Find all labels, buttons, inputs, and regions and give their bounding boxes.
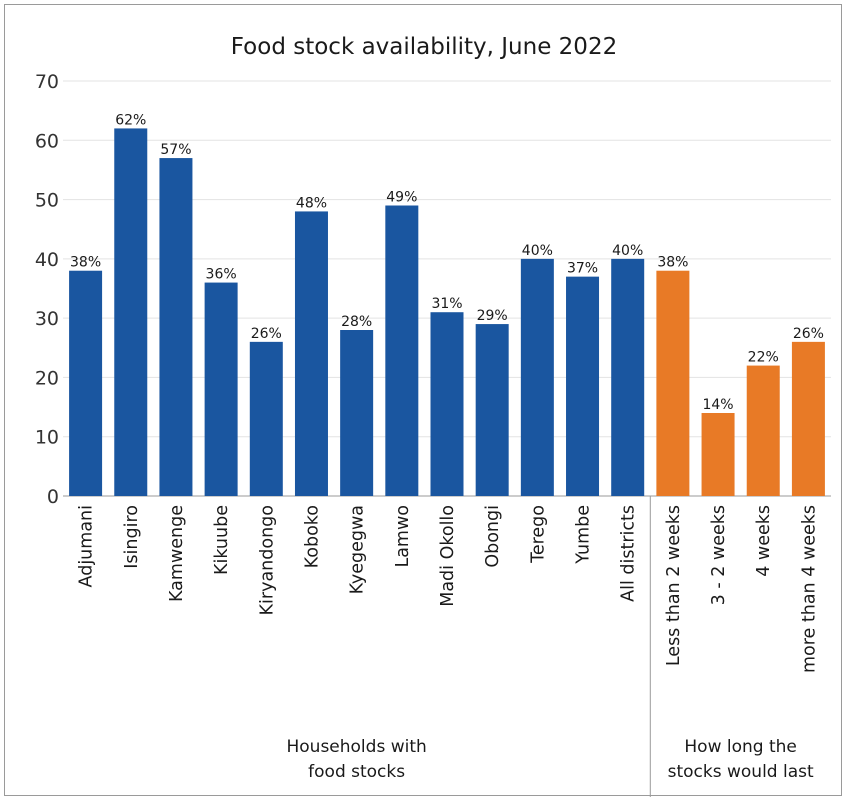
- data-label: 31%: [431, 296, 462, 312]
- y-tick-label: 20: [35, 367, 59, 389]
- bar: [294, 211, 328, 496]
- bar: [475, 324, 509, 496]
- category-label: 3 - 2 weeks: [709, 505, 729, 605]
- data-label: 26%: [251, 326, 282, 342]
- y-tick-label: 40: [35, 249, 59, 271]
- group-label: stocks would last: [668, 762, 814, 782]
- category-label: Koboko: [302, 505, 322, 568]
- y-tick-label: 10: [35, 427, 59, 449]
- category-label: Kamwenge: [167, 505, 187, 602]
- category-label: Lamwo: [393, 505, 413, 568]
- bar: [701, 413, 735, 496]
- category-label: Adjumani: [77, 505, 97, 587]
- data-label: 48%: [296, 195, 327, 211]
- bar: [159, 158, 193, 497]
- y-tick-label: 60: [35, 130, 59, 152]
- bar: [204, 282, 238, 496]
- bar: [249, 341, 283, 496]
- bar: [340, 330, 374, 496]
- group-label: food stocks: [308, 762, 405, 782]
- category-label: Kyegegwa: [348, 505, 368, 594]
- bar: [746, 365, 780, 496]
- category-label: All districts: [619, 505, 639, 602]
- data-label: 29%: [477, 308, 508, 324]
- category-label: Isingiro: [122, 505, 142, 569]
- data-label: 37%: [567, 261, 598, 277]
- data-label: 49%: [386, 190, 417, 206]
- y-tick-label: 50: [35, 190, 59, 212]
- data-labels: 38% 62% 57% 36% 26% 48% 28% 49% 31% 29% 40% 37% 40% 3…: [70, 112, 824, 413]
- data-label: 22%: [748, 350, 779, 366]
- group-labels: Households with food stocks How long the st…: [286, 737, 813, 782]
- chart-frame: Food stock availability, June 2022 0 10 20…: [4, 4, 842, 797]
- bar: [114, 128, 148, 496]
- category-label: Obongi: [483, 505, 503, 568]
- data-label: 38%: [70, 255, 101, 271]
- data-label: 36%: [206, 267, 237, 283]
- group-label: Households with: [286, 737, 426, 757]
- data-label: 38%: [657, 255, 688, 271]
- bar: [656, 270, 690, 496]
- data-label: 40%: [612, 243, 643, 259]
- data-label: 40%: [522, 243, 553, 259]
- bar: [385, 205, 419, 496]
- data-label: 57%: [160, 142, 191, 158]
- bar: [791, 341, 825, 496]
- y-tick-label: 30: [35, 308, 59, 330]
- category-label: Terego: [528, 505, 548, 564]
- category-label: Madi Okollo: [438, 505, 458, 607]
- y-axis-ticks: 0 10 20 30 40 50 60 70: [35, 71, 59, 508]
- category-label: more than 4 weeks: [799, 505, 819, 673]
- category-labels: Adjumani Isingiro Kamwenge Kikuube Kiryandon…: [77, 505, 820, 673]
- group-label: How long the: [684, 737, 796, 757]
- chart-title: Food stock availability, June 2022: [231, 34, 617, 60]
- y-tick-label: 70: [35, 71, 59, 93]
- bar-chart: Food stock availability, June 2022 0 10 20…: [35, 34, 831, 797]
- data-label: 28%: [341, 314, 372, 330]
- data-label: 26%: [793, 326, 824, 342]
- bar: [520, 258, 554, 496]
- bars: [69, 128, 825, 497]
- category-label: Less than 2 weeks: [664, 505, 684, 666]
- y-tick-label: 0: [47, 486, 59, 508]
- category-label: Kiryandongo: [257, 505, 277, 615]
- category-label: Kikuube: [212, 505, 232, 575]
- data-label: 14%: [702, 397, 733, 413]
- data-label: 62%: [115, 112, 146, 128]
- bar: [566, 276, 600, 496]
- bar: [611, 258, 645, 496]
- bar: [430, 312, 464, 496]
- bar: [69, 270, 103, 496]
- category-label: Yumbe: [574, 505, 594, 565]
- category-label: 4 weeks: [754, 505, 774, 577]
